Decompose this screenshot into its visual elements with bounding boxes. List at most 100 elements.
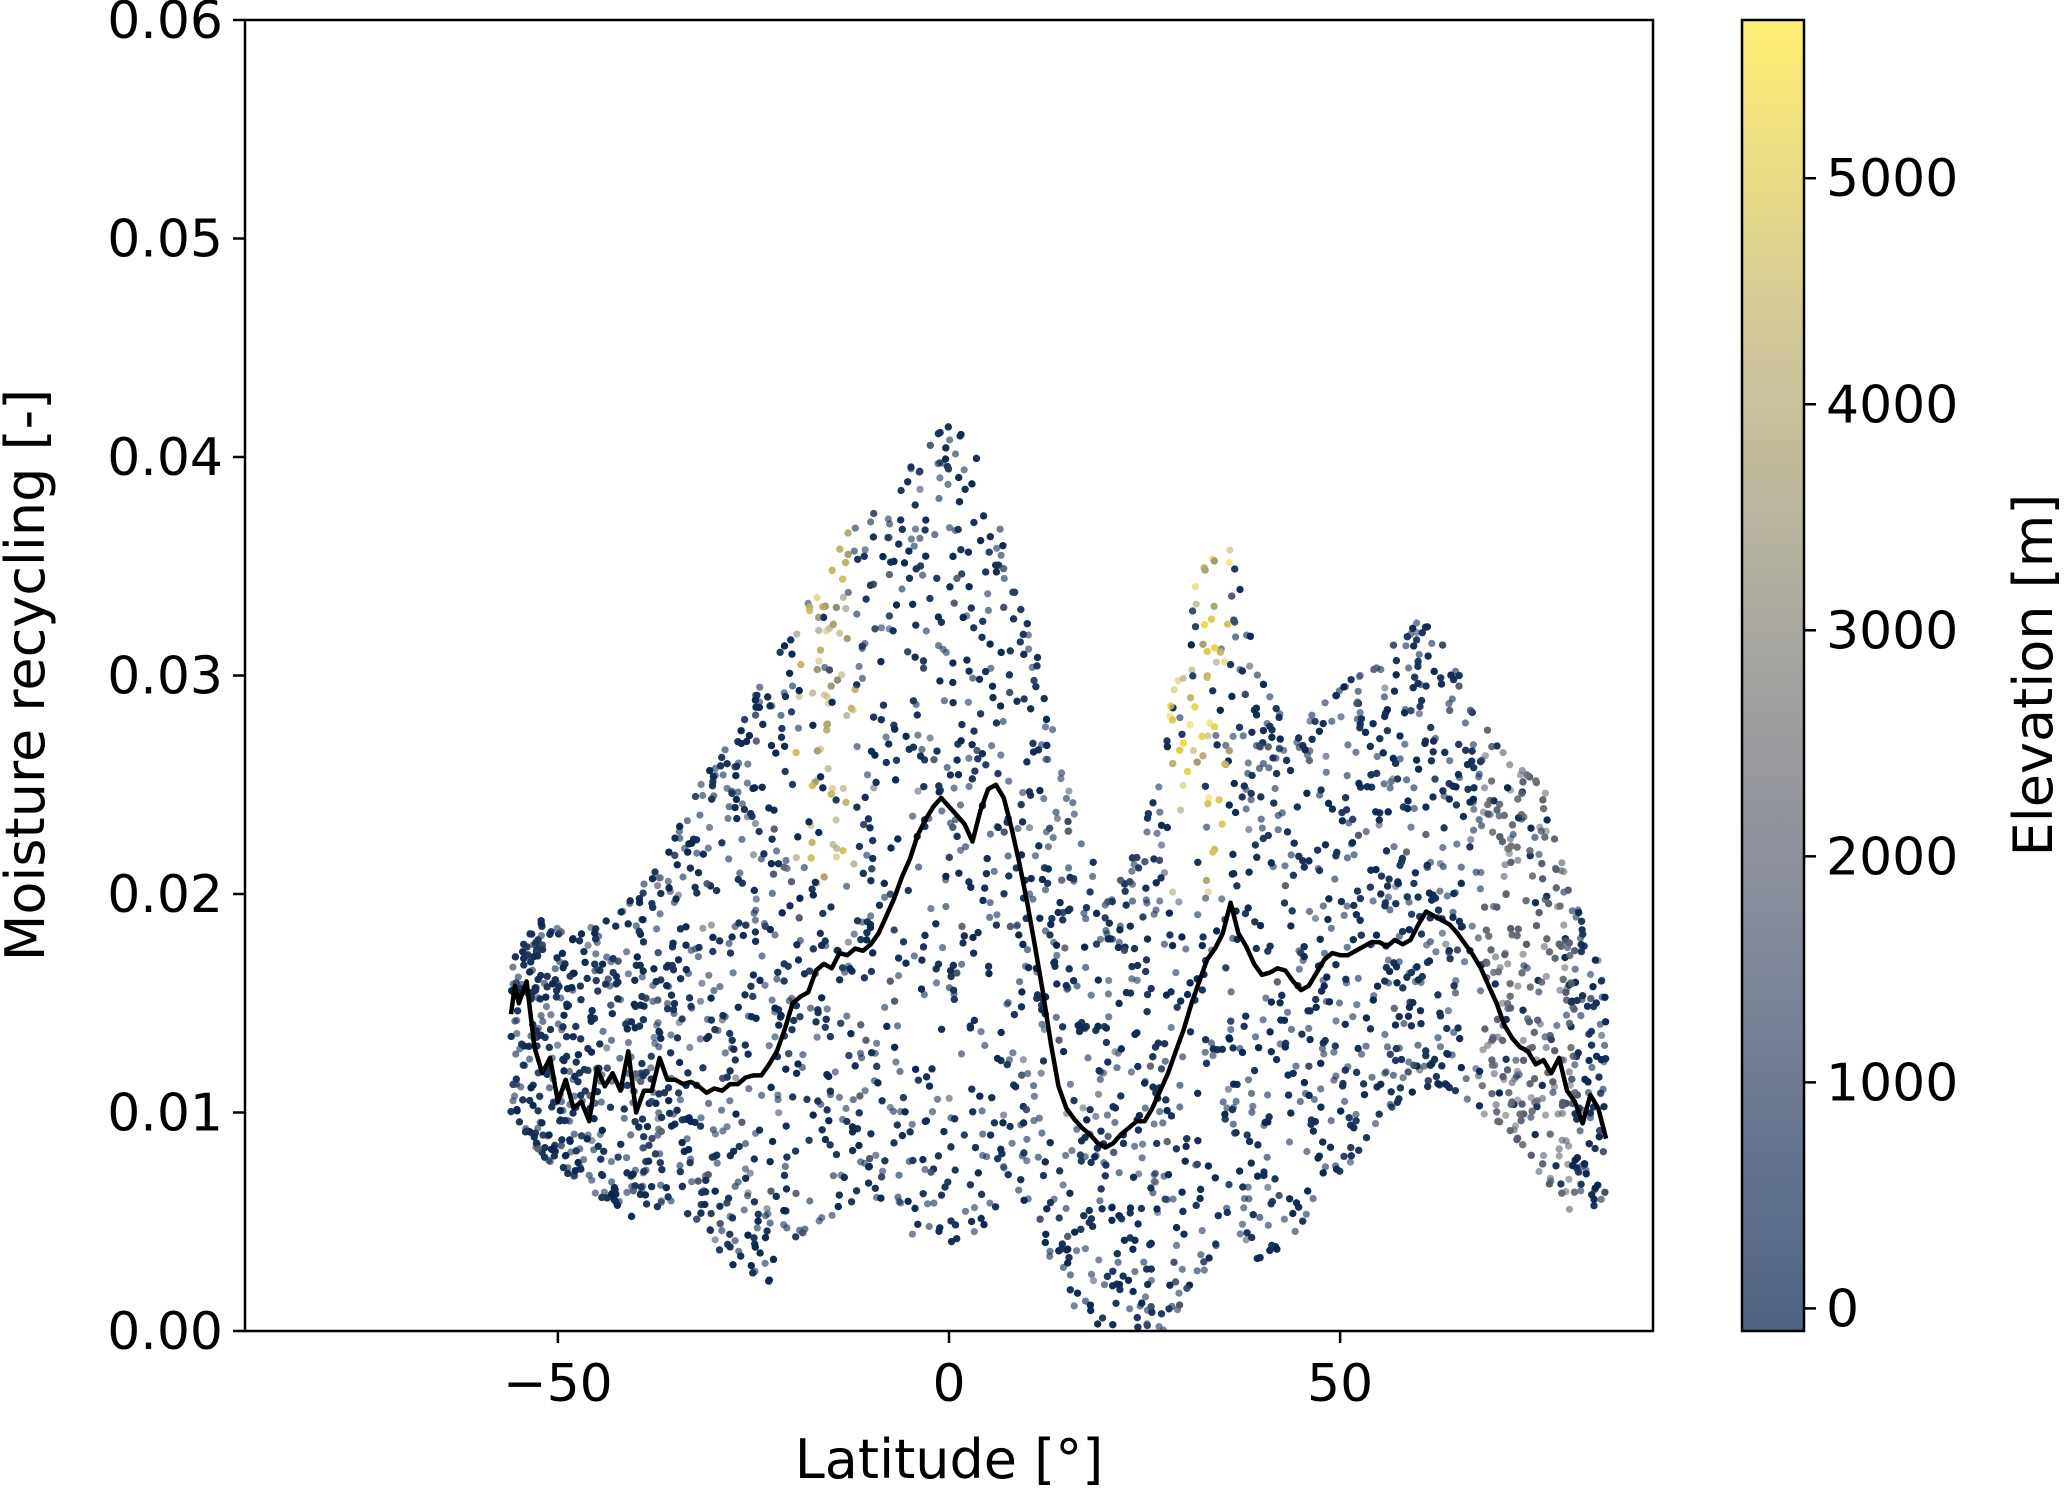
scatter-point bbox=[1096, 1197, 1104, 1205]
scatter-point bbox=[1428, 639, 1436, 648]
scatter-point bbox=[928, 1108, 937, 1116]
scatter-point bbox=[1179, 1053, 1187, 1061]
scatter-point bbox=[942, 902, 950, 911]
scatter-point bbox=[1305, 1024, 1313, 1032]
scatter-point bbox=[1009, 1049, 1017, 1057]
scatter-point bbox=[839, 784, 847, 793]
scatter-point bbox=[1369, 897, 1377, 905]
scatter-point bbox=[984, 590, 992, 598]
scatter-point bbox=[724, 814, 732, 823]
scatter-point bbox=[851, 524, 859, 532]
scatter-point bbox=[945, 1094, 953, 1102]
scatter-point bbox=[1172, 969, 1180, 977]
scatter-point bbox=[1457, 863, 1465, 871]
scatter-point bbox=[1561, 964, 1569, 972]
scatter-point bbox=[1226, 546, 1234, 554]
scatter-point bbox=[773, 975, 781, 983]
scatter-point bbox=[1402, 642, 1410, 650]
scatter-point bbox=[1443, 892, 1451, 900]
scatter-point bbox=[766, 1219, 774, 1227]
scatter-point bbox=[693, 849, 701, 857]
scatter-point bbox=[1399, 1074, 1407, 1082]
scatter-point bbox=[697, 780, 705, 789]
scatter-point bbox=[1126, 1305, 1134, 1313]
scatter-point bbox=[656, 874, 665, 882]
scatter-point bbox=[1446, 757, 1454, 765]
scatter-point bbox=[1340, 911, 1348, 920]
scatter-point bbox=[1077, 840, 1085, 848]
scatter-point bbox=[1080, 909, 1088, 917]
scatter-point bbox=[1037, 1069, 1045, 1077]
scatter-point bbox=[1511, 1122, 1520, 1130]
scatter-point bbox=[1128, 897, 1137, 905]
scatter-point bbox=[1341, 1097, 1349, 1105]
scatter-point bbox=[1203, 823, 1211, 831]
scatter-point bbox=[592, 950, 600, 958]
scatter-point bbox=[1128, 867, 1136, 875]
scatter-point bbox=[1025, 645, 1033, 653]
scatter-point bbox=[1508, 1079, 1516, 1087]
scatter-point bbox=[554, 1041, 562, 1049]
scatter-point bbox=[1152, 906, 1160, 914]
scatter-point bbox=[910, 542, 918, 550]
scatter-point bbox=[718, 1227, 726, 1235]
scatter-point bbox=[1065, 787, 1073, 795]
scatter-point bbox=[1176, 714, 1184, 722]
scatter-point bbox=[922, 627, 930, 635]
scatter-point bbox=[771, 931, 779, 939]
scatter-point bbox=[1320, 1050, 1328, 1058]
scatter-point bbox=[1354, 687, 1362, 695]
scatter-point bbox=[1576, 1127, 1584, 1135]
scatter-point bbox=[914, 731, 922, 739]
scatter-point bbox=[638, 973, 646, 981]
scatter-point bbox=[1089, 1277, 1098, 1285]
scatter-point bbox=[1227, 1026, 1235, 1034]
scatter-point bbox=[1558, 859, 1566, 867]
scatter-point bbox=[1343, 902, 1351, 910]
scatter-point bbox=[1389, 1071, 1397, 1079]
scatter-point bbox=[1082, 915, 1090, 923]
scatter-point bbox=[933, 1095, 942, 1103]
scatter-point bbox=[1182, 945, 1190, 953]
scatter-point bbox=[1178, 1265, 1186, 1273]
scatter-point bbox=[1436, 860, 1444, 868]
scatter-point bbox=[539, 1017, 547, 1026]
scatter-point bbox=[1023, 1157, 1031, 1165]
scatter-point bbox=[1258, 824, 1266, 832]
scatter-point bbox=[1212, 731, 1220, 740]
scatter-point bbox=[716, 983, 724, 991]
scatter-point bbox=[1169, 1195, 1177, 1203]
scatter-point bbox=[758, 952, 766, 960]
scatter-point bbox=[894, 1022, 902, 1030]
scatter-point bbox=[1003, 1000, 1011, 1008]
scatter-point bbox=[1066, 1080, 1074, 1088]
scatter-point bbox=[1219, 1098, 1227, 1106]
scatter-point bbox=[1480, 784, 1489, 792]
scatter-point bbox=[1212, 658, 1221, 666]
scatter-point bbox=[1044, 843, 1052, 851]
scatter-point bbox=[872, 1151, 880, 1159]
scatter-point bbox=[1248, 1108, 1256, 1116]
scatter-point bbox=[1355, 673, 1363, 681]
scatter-point bbox=[842, 605, 850, 613]
scatter-point bbox=[894, 1193, 902, 1201]
scatter-point bbox=[853, 743, 861, 751]
scatter-point bbox=[892, 1058, 900, 1066]
scatter-point bbox=[1349, 1013, 1357, 1021]
scatter-point bbox=[823, 692, 831, 701]
scatter-point bbox=[1128, 975, 1136, 983]
scatter-point bbox=[1285, 1138, 1294, 1146]
scatter-point bbox=[591, 1189, 599, 1197]
scatter-point bbox=[1463, 1095, 1471, 1103]
scatter-point bbox=[1179, 674, 1187, 682]
scatter-point bbox=[1527, 1094, 1535, 1102]
scatter-point bbox=[1207, 1039, 1216, 1047]
scatter-point bbox=[1218, 895, 1226, 903]
scatter-point bbox=[1170, 686, 1178, 694]
scatter-point bbox=[1401, 740, 1409, 748]
scatter-point bbox=[510, 1092, 519, 1100]
scatter-point bbox=[936, 458, 944, 467]
scatter-point bbox=[1264, 1091, 1272, 1099]
scatter-point bbox=[856, 1049, 865, 1057]
